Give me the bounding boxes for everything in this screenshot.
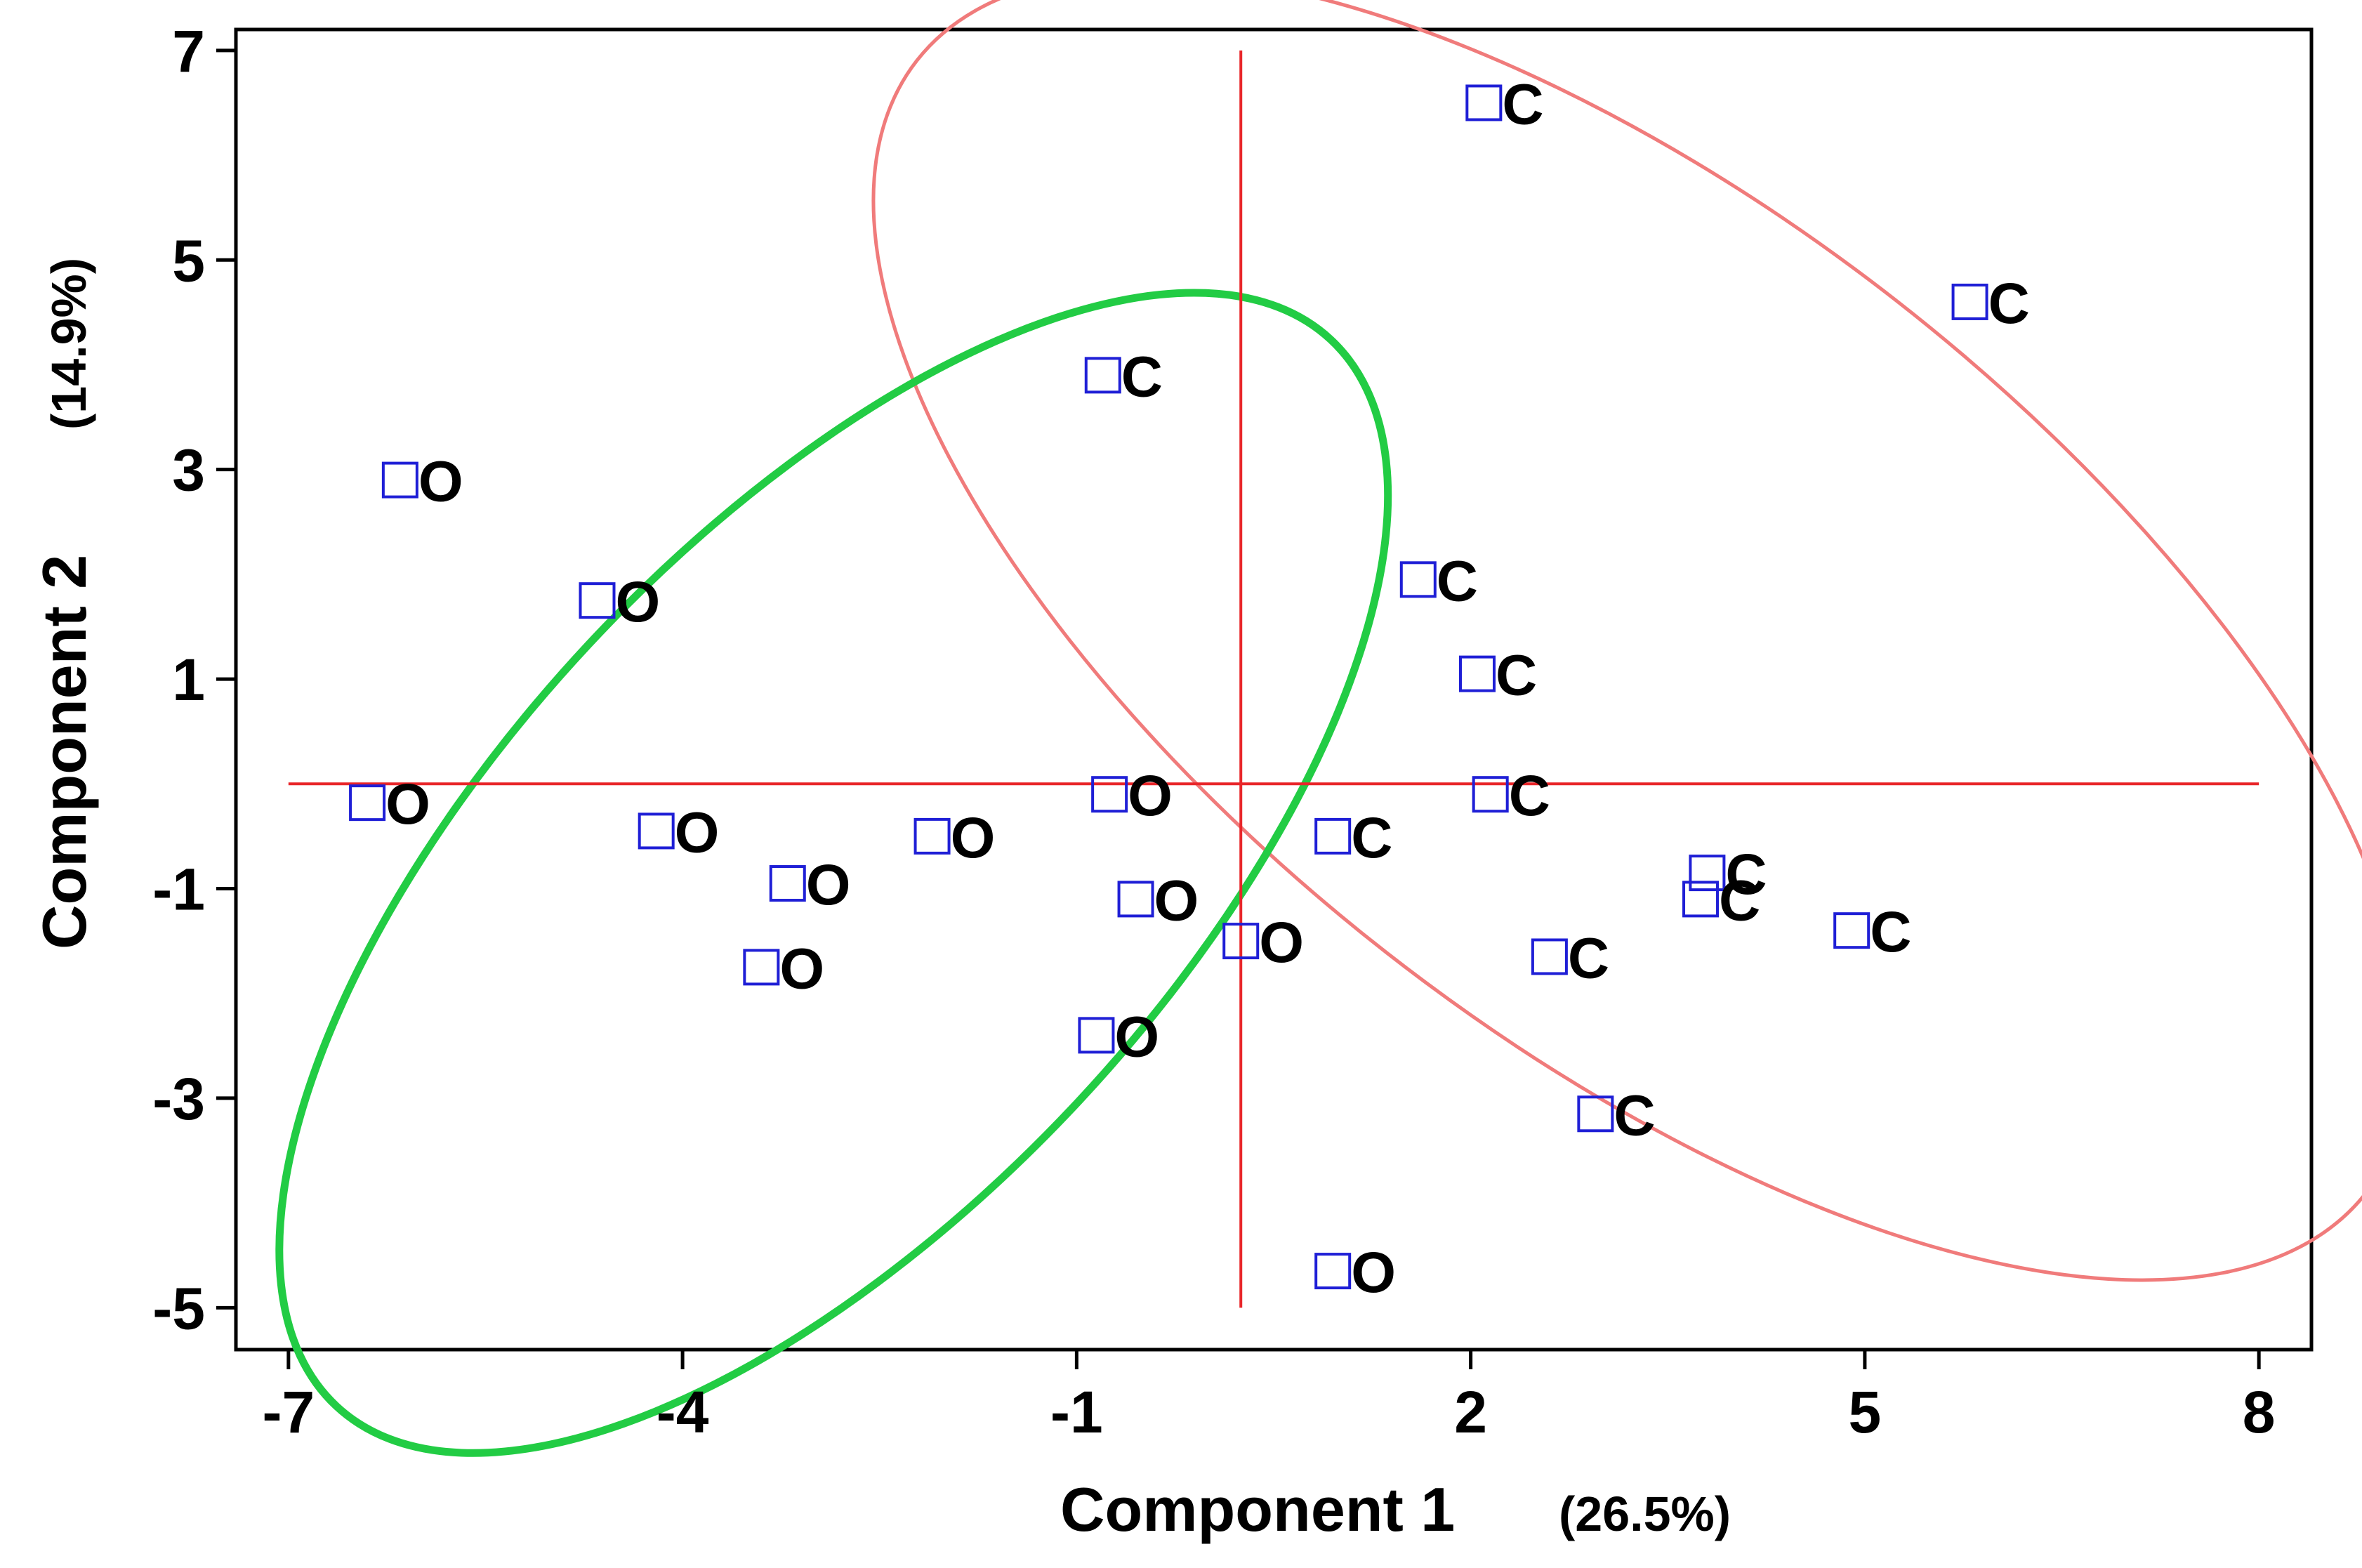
data-point-o: O (743, 937, 824, 1001)
axis-ticks: -7 -4 -1 2 5 8 -5 -3 -1 1 3 5 7 (152, 18, 2275, 1445)
point-label: C (1614, 1083, 1655, 1147)
point-label: C (1568, 926, 1609, 990)
point-label: O (615, 570, 660, 634)
point-marker (1833, 912, 1871, 949)
ellipse-group-o (275, 289, 1392, 1457)
point-label: C (1870, 900, 1911, 964)
reference-lines (288, 50, 2259, 1308)
data-point-o: O (769, 853, 851, 917)
point-label: O (951, 806, 996, 870)
data-point-c: C (1833, 900, 1911, 964)
point-marker (349, 784, 386, 822)
plot-frame (234, 27, 2314, 1352)
point-label: O (806, 853, 851, 917)
y-tick-label: 5 (172, 228, 205, 294)
x-tick-label: -7 (262, 1379, 315, 1445)
data-point-o: O (381, 450, 463, 514)
x-axis-percent: (26.5%) (1559, 1487, 1731, 1541)
point-marker (1531, 938, 1568, 975)
point-label: C (1502, 72, 1543, 136)
point-label: O (1259, 911, 1304, 975)
data-point-o: O (349, 772, 430, 836)
point-marker (1577, 1095, 1614, 1133)
y-tick-label: 7 (172, 18, 205, 84)
data-point-o: O (1078, 1005, 1159, 1069)
data-point-c: C (1689, 843, 1767, 907)
y-tick-label: -1 (152, 856, 205, 922)
point-marker (1399, 561, 1437, 598)
data-point-o: O (579, 570, 660, 634)
point-label: C (1988, 272, 2030, 336)
point-marker (1472, 776, 1509, 813)
ellipse-group-c (871, 0, 2362, 1282)
data-point-c: C (1084, 345, 1163, 409)
point-label: C (1719, 869, 1760, 933)
point-marker (1314, 817, 1352, 855)
data-point-c: C (1951, 272, 2030, 336)
data-point-c: C (1472, 764, 1550, 828)
point-label: O (779, 937, 824, 1001)
point-label: C (1496, 644, 1537, 708)
point-marker (1117, 881, 1154, 918)
x-axis-title: Component 1 (1060, 1475, 1455, 1544)
point-label: C (1351, 806, 1392, 870)
data-point-o: O (1117, 869, 1199, 933)
point-label: O (1154, 869, 1199, 933)
point-marker (1078, 1017, 1115, 1054)
point-marker (743, 949, 780, 986)
data-point-o: O (913, 806, 996, 870)
point-label: O (418, 450, 463, 514)
data-point-c: C (1458, 644, 1537, 708)
point-label: O (1114, 1005, 1159, 1069)
point-label: C (1121, 345, 1163, 409)
point-label: O (385, 772, 430, 836)
point-label: O (1128, 764, 1173, 828)
y-tick-label: -3 (152, 1066, 205, 1132)
point-marker (1222, 923, 1260, 960)
y-axis-percent: (14.9%) (41, 258, 96, 430)
point-marker (381, 461, 418, 499)
x-tick-label: 2 (1454, 1379, 1487, 1445)
data-point-c: C (1682, 869, 1760, 933)
point-marker (1689, 855, 1726, 892)
y-tick-label: 1 (172, 647, 205, 713)
x-tick-label: -4 (657, 1379, 709, 1445)
point-label: O (1351, 1241, 1396, 1305)
x-tick-label: -1 (1050, 1379, 1103, 1445)
data-point-c: C (1577, 1083, 1656, 1147)
point-marker (1682, 881, 1720, 918)
x-tick-label: 8 (2243, 1379, 2276, 1445)
point-marker (1458, 655, 1496, 692)
point-label: C (1509, 764, 1550, 828)
data-point-o: O (1314, 1241, 1396, 1305)
point-marker (1091, 776, 1128, 813)
point-marker (579, 582, 616, 619)
ellipses-layer (275, 0, 2362, 1457)
data-point-o: O (1222, 911, 1304, 975)
x-tick-label: 5 (1849, 1379, 1882, 1445)
data-point-c: C (1531, 926, 1609, 990)
point-marker (1951, 283, 1988, 320)
y-axis-title: Component 2 (29, 555, 99, 949)
point-marker (1314, 1253, 1352, 1290)
y-tick-label: 3 (172, 437, 205, 503)
point-label: C (1437, 549, 1478, 613)
data-point-c: C (1314, 806, 1392, 870)
point-label: C (1725, 843, 1767, 907)
point-marker (638, 812, 675, 850)
point-marker (769, 865, 806, 902)
point-marker (1465, 84, 1503, 121)
y-tick-label: -5 (152, 1275, 205, 1341)
point-label: O (675, 801, 720, 864)
data-point-o: O (1091, 764, 1173, 828)
data-point-o: O (638, 801, 720, 864)
point-marker (913, 817, 951, 855)
data-point-c: C (1465, 72, 1544, 136)
data-point-c: C (1399, 549, 1478, 613)
point-marker (1084, 357, 1121, 394)
